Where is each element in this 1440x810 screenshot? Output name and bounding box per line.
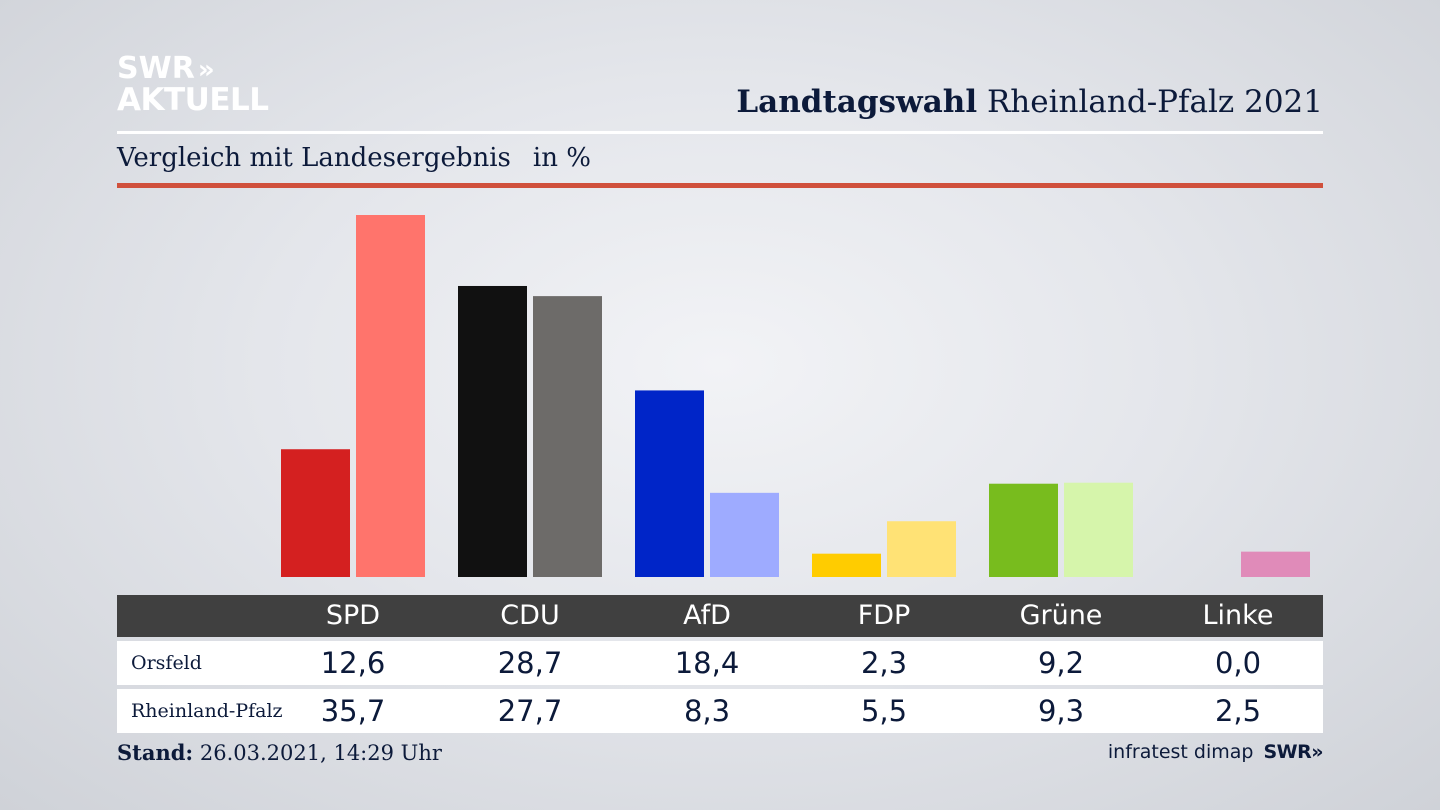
header-party-2: AfD: [683, 600, 731, 631]
value-cell: 35,7: [320, 694, 386, 728]
bar-afd-orsfeld: [635, 390, 704, 577]
source-text: infratest dimap: [1107, 741, 1254, 763]
value-cell: 28,7: [497, 646, 563, 680]
header-divider: [117, 131, 1323, 134]
header-party-1: CDU: [500, 600, 560, 631]
bar-cdu-land: [533, 296, 602, 577]
header-party-3: FDP: [857, 600, 911, 631]
value-cell: 18,4: [674, 646, 740, 680]
table-header: SPD CDU AfD FDP Grüne Linke: [117, 595, 1323, 637]
value-cell: 5,5: [860, 694, 908, 728]
bar-spd-land: [356, 215, 425, 577]
swr-aktuell-logo: SWR» AKTUELL: [117, 51, 269, 118]
table-row-state: Rheinland-Pfalz 35,7 27,7 8,3 5,5 9,3 2,5: [117, 689, 1323, 733]
chart-subtitle: Vergleich mit Landesergebnis in %: [117, 143, 591, 173]
logo-aktuell-text: AKTUELL: [117, 82, 269, 118]
value-cell: 9,3: [1037, 694, 1085, 728]
header-party-4: Grüne: [1019, 600, 1103, 631]
subtitle-text: Vergleich mit Landesergebnis: [117, 143, 511, 173]
bar-fdp-orsfeld: [812, 553, 881, 577]
stand-label: Stand:: [117, 740, 194, 765]
logo-swr-text: SWR: [117, 51, 195, 86]
page-title: Landtagswahl Rheinland-Pfalz 2021: [736, 84, 1323, 120]
bar-fdp-land: [887, 521, 956, 577]
header-party-5: Linke: [1202, 600, 1274, 631]
value-cell: 0,0: [1214, 646, 1262, 680]
bar-cdu-orsfeld: [458, 285, 527, 577]
subtitle-unit: in %: [532, 143, 591, 173]
value-cell: 2,3: [860, 646, 908, 680]
value-cell: 8,3: [683, 694, 731, 728]
title-rest: Rheinland-Pfalz 2021: [986, 84, 1323, 120]
bar-spd-orsfeld: [281, 449, 350, 577]
value-cell: 27,7: [497, 694, 563, 728]
swr-logo-small: SWR»: [1263, 741, 1323, 763]
accent-divider: [117, 183, 1323, 188]
table-row-local: Orsfeld 12,6 28,7 18,4 2,3 9,2 0,0: [117, 641, 1323, 685]
title-bold: Landtagswahl: [736, 84, 978, 120]
header-party-0: SPD: [325, 600, 381, 631]
results-table: SPD CDU AfD FDP Grüne Linke Orsfeld 12,6 28,7 1…: [117, 595, 1323, 733]
row-label: Rheinland-Pfalz: [131, 700, 283, 722]
bar-grne-land: [1064, 482, 1133, 577]
row-label: Orsfeld: [131, 652, 202, 674]
source-credit: infratest dimap SWR»: [1107, 741, 1324, 763]
bar-afd-land: [710, 492, 779, 577]
value-cell: 2,5: [1214, 694, 1262, 728]
bar-grne-orsfeld: [989, 483, 1058, 577]
timestamp: Stand: 26.03.2021, 14:29 Uhr: [117, 740, 442, 765]
bar-linke-land: [1241, 551, 1310, 577]
value-cell: 12,6: [320, 646, 386, 680]
stand-value: 26.03.2021, 14:29 Uhr: [199, 741, 442, 765]
value-cell: 9,2: [1037, 646, 1085, 680]
